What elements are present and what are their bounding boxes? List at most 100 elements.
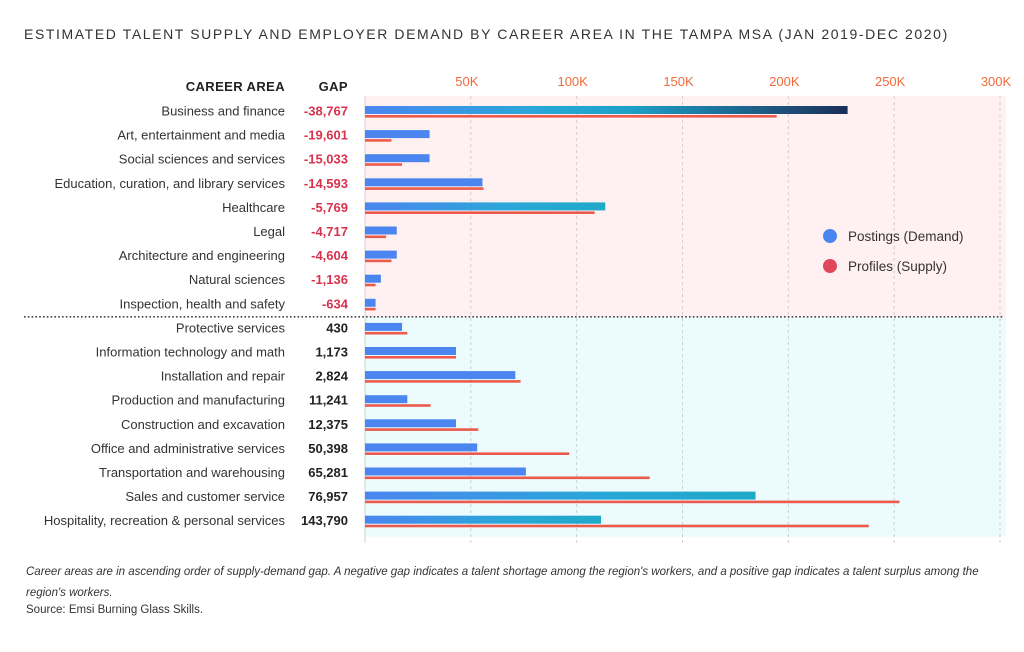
category-label: Office and administrative services	[91, 441, 286, 456]
category-label: Protective services	[176, 320, 286, 335]
x-tick-label: 50K	[455, 74, 478, 89]
category-label: Legal	[253, 224, 285, 239]
demand-bar	[365, 419, 457, 428]
category-label: Construction and excavation	[121, 417, 285, 432]
source-note: Source: Emsi Burning Glass Skills.	[26, 604, 204, 616]
gap-value: 65,281	[308, 465, 348, 480]
supply-bar	[365, 211, 595, 214]
gap-value: -38,767	[304, 104, 348, 119]
demand-bar	[365, 274, 381, 283]
legend-marker	[823, 259, 837, 273]
demand-bar	[365, 250, 397, 259]
category-label: Education, curation, and library service…	[54, 176, 285, 191]
supply-bar	[365, 524, 869, 528]
supply-bar	[365, 307, 376, 311]
gap-value: -634	[322, 296, 349, 311]
footnote: Career areas are in ascending order of s…	[26, 566, 979, 599]
bar-row: Protective services 430	[176, 320, 408, 335]
category-label: Social sciences and services	[119, 152, 286, 167]
bar-row: Architecture and engineering -4,604	[119, 248, 397, 263]
x-tick-label: 100K	[557, 74, 588, 89]
x-tick-label: 250K	[875, 74, 906, 89]
supply-bar	[365, 283, 376, 287]
bar-row: Inspection, health and safety -634	[119, 296, 376, 311]
supply-bar	[365, 187, 484, 190]
category-label: Healthcare	[222, 200, 285, 215]
category-label: Sales and customer service	[125, 489, 285, 504]
legend-label: Postings (Demand)	[848, 229, 964, 244]
bar-row: Information technology and math 1,173	[96, 345, 457, 360]
demand-bar	[365, 154, 430, 163]
supply-bar	[365, 380, 521, 383]
category-label: Installation and repair	[161, 369, 286, 384]
supply-bar	[365, 115, 777, 118]
category-label: Architecture and engineering	[119, 248, 285, 263]
category-label: Business and finance	[161, 104, 285, 119]
gap-value: -1,136	[311, 272, 348, 287]
demand-bar	[365, 298, 376, 307]
gap-value: 50,398	[308, 441, 348, 456]
bar-row: Business and finance -38,767	[161, 104, 848, 119]
gap-value: -4,717	[311, 224, 348, 239]
legend-entry: Profiles (Supply)	[823, 259, 947, 274]
bar-row: Installation and repair 2,824	[161, 369, 521, 384]
gap-column-header: GAP	[319, 79, 348, 94]
category-label: Information technology and math	[96, 345, 285, 360]
legend-marker	[823, 229, 837, 243]
x-tick-label: 200K	[769, 74, 800, 89]
gap-value: 11,241	[309, 393, 348, 408]
legend-label: Profiles (Supply)	[848, 259, 947, 274]
gap-value: -4,604	[311, 248, 349, 263]
gap-value: 12,375	[308, 417, 348, 432]
demand-bar	[365, 106, 848, 114]
supply-bar	[365, 259, 392, 263]
demand-bar	[365, 178, 483, 187]
demand-bar	[365, 443, 478, 452]
gap-value: -5,769	[311, 200, 348, 215]
category-label: Inspection, health and safety	[119, 296, 285, 311]
supply-bar	[365, 139, 392, 142]
demand-bar	[365, 347, 457, 355]
demand-bar	[365, 130, 430, 139]
category-label: Production and manufacturing	[112, 393, 285, 408]
supply-bar	[365, 356, 457, 359]
supply-bar	[365, 404, 431, 407]
category-label: Transportation and warehousing	[99, 465, 285, 480]
gap-value: -19,601	[304, 128, 348, 143]
gap-value: 2,824	[315, 369, 348, 384]
gap-value: -14,593	[304, 176, 348, 191]
demand-bar	[365, 322, 403, 331]
chart: 50K 100K 150K 200K 250K 300K CAREER AREA GAP B…	[24, 74, 1012, 543]
demand-bar	[365, 226, 397, 235]
legend-entry: Postings (Demand)	[823, 229, 964, 244]
bar-row: Production and manufacturing 11,241	[112, 393, 431, 408]
supply-bar	[365, 428, 479, 431]
surplus-region	[365, 316, 1006, 537]
gap-value: -15,033	[304, 152, 348, 167]
supply-bar	[365, 163, 403, 166]
supply-bar	[365, 500, 900, 504]
supply-bar	[365, 235, 387, 239]
category-column-header: CAREER AREA	[186, 79, 285, 94]
demand-bar	[365, 371, 516, 380]
bar-row: Social sciences and services -15,033	[119, 152, 430, 167]
bar-row: Sales and customer service 76,957	[125, 489, 900, 504]
demand-bar	[365, 491, 756, 500]
bar-row: Education, curation, and library service…	[54, 176, 484, 191]
bar-row: Legal -4,717	[253, 224, 397, 239]
gap-value: 76,957	[308, 489, 348, 504]
bar-row: Natural sciences -1,136	[189, 272, 381, 287]
category-label: Hospitality, recreation & personal servi…	[44, 513, 286, 528]
category-label: Art, entertainment and media	[117, 128, 285, 143]
x-tick-label: 300K	[981, 74, 1012, 89]
supply-bar	[365, 452, 570, 455]
bar-row: Art, entertainment and media -19,601	[117, 128, 430, 143]
bar-row: Office and administrative services 50,398	[91, 441, 570, 456]
chart-title: ESTIMATED TALENT SUPPLY AND EMPLOYER DEM…	[24, 26, 949, 42]
gap-value: 1,173	[315, 345, 348, 360]
demand-bar	[365, 395, 408, 404]
supply-bar	[365, 476, 650, 480]
demand-bar	[365, 467, 526, 476]
demand-bar	[365, 515, 602, 524]
category-label: Natural sciences	[189, 272, 286, 287]
